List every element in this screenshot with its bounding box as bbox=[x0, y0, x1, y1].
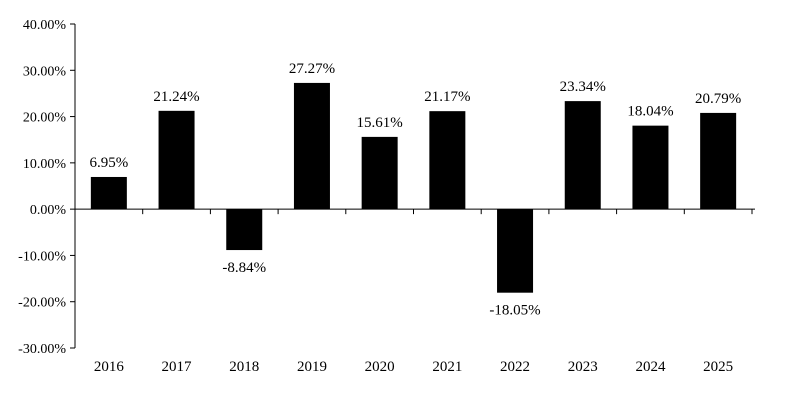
x-category-label: 2022 bbox=[500, 359, 530, 375]
x-axis: 2016 2017 2018 2019 2020 2021 2022 2023 2024 2025 bbox=[74, 208, 755, 375]
x-category-label: 2020 bbox=[365, 359, 395, 375]
value-label: 15.61% bbox=[357, 115, 403, 131]
x-category-label: 2023 bbox=[568, 359, 598, 375]
bar-2022 bbox=[497, 209, 534, 293]
value-label: 20.79% bbox=[695, 91, 741, 107]
x-category-label: 2021 bbox=[432, 359, 462, 375]
value-label: 23.34% bbox=[560, 79, 606, 95]
y-tick-label: -30.00% bbox=[18, 342, 66, 357]
x-category-label: 2017 bbox=[162, 359, 193, 375]
value-label: -8.84% bbox=[222, 260, 266, 276]
bar-2016 bbox=[90, 176, 127, 210]
bar-2017 bbox=[158, 110, 195, 210]
value-label: 21.17% bbox=[424, 89, 470, 105]
value-label: 6.95% bbox=[89, 155, 128, 171]
x-category-label: 2024 bbox=[635, 359, 666, 375]
bar-2019 bbox=[293, 82, 330, 210]
y-tick-label: 10.00% bbox=[23, 157, 67, 172]
x-category-label: 2018 bbox=[229, 359, 259, 375]
y-tick-label: -10.00% bbox=[18, 249, 66, 264]
x-category-label: 2025 bbox=[703, 359, 733, 375]
bar-2023 bbox=[564, 101, 601, 210]
y-tick-label: 20.00% bbox=[23, 111, 67, 126]
y-tick-label: 0.00% bbox=[30, 203, 67, 218]
bar-2024 bbox=[632, 125, 669, 210]
y-axis: 40.00% 30.00% 20.00% 10.00% 0.00% -10.00% -20.… bbox=[18, 18, 76, 357]
bar-2018 bbox=[226, 209, 263, 251]
value-labels: 6.95% 21.24% -8.84% 27.27% 15.61% 21.17% -18.0… bbox=[89, 61, 741, 319]
x-category-label: 2016 bbox=[94, 359, 125, 375]
y-tick-label: 30.00% bbox=[23, 64, 67, 79]
bars bbox=[90, 82, 737, 293]
bar-2020 bbox=[361, 136, 398, 210]
value-label: 21.24% bbox=[153, 89, 199, 105]
value-label: -18.05% bbox=[489, 303, 540, 319]
x-category-label: 2019 bbox=[297, 359, 327, 375]
bar-2021 bbox=[429, 111, 466, 210]
y-tick-label: -20.00% bbox=[18, 296, 66, 311]
bar-2025 bbox=[700, 112, 737, 210]
value-label: 27.27% bbox=[289, 61, 335, 77]
value-label: 18.04% bbox=[627, 104, 673, 120]
y-tick-label: 40.00% bbox=[23, 18, 67, 33]
